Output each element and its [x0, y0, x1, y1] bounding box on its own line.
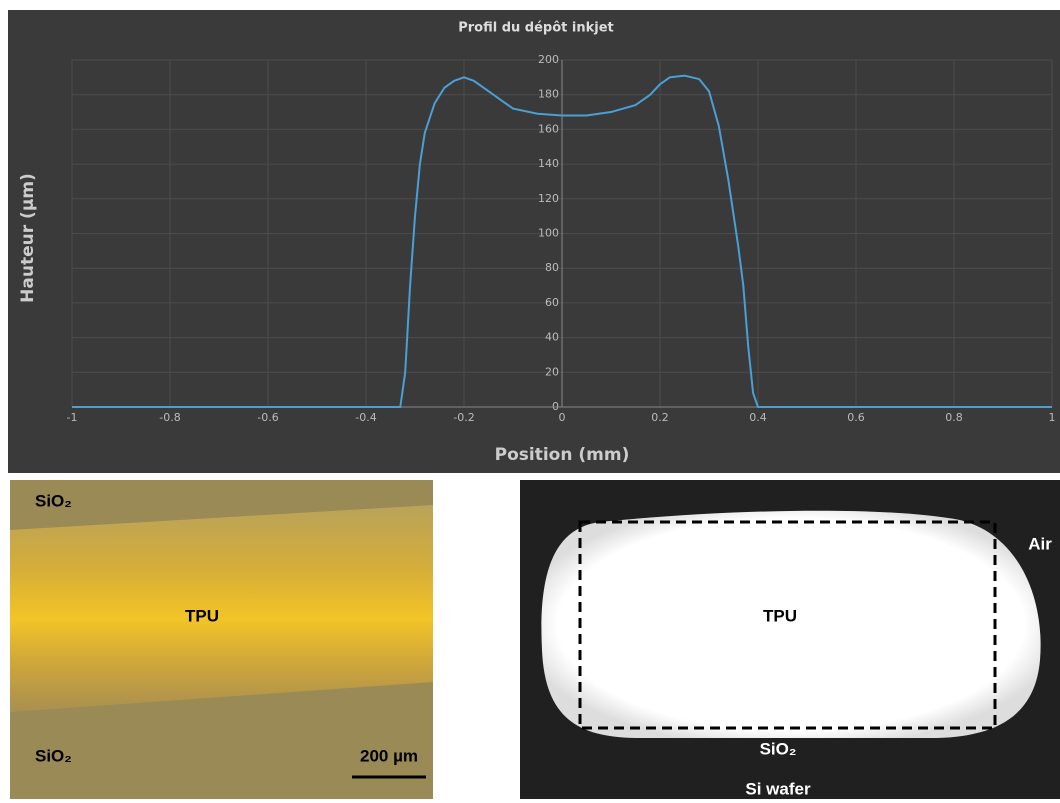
image-label: TPU [763, 606, 797, 625]
data-line [72, 74, 1052, 408]
x-tick-label: 0.4 [749, 411, 767, 424]
scale-bar-label: 200 µm [360, 746, 418, 765]
x-tick-label: -0.6 [257, 411, 278, 424]
y-tick-label: 140 [538, 157, 559, 170]
x-tick-label: -0.8 [159, 411, 180, 424]
chart-title: Profil du dépôt inkjet [458, 21, 614, 36]
dashed-box [578, 520, 997, 730]
x-tick-label: 0 [559, 411, 566, 424]
x-tick-label: 0.6 [847, 411, 865, 424]
y-axis-label: Hauteur (µm) [18, 173, 38, 303]
image-label: SiO₂ [35, 746, 72, 765]
y-tick-label: 60 [545, 296, 559, 309]
image-label: SiO₂ [35, 491, 72, 510]
y-tick-label: 180 [538, 88, 559, 101]
y-tick-label: 100 [538, 227, 559, 240]
y-tick-label: 80 [545, 261, 559, 274]
tpu-cross-section [541, 510, 1041, 738]
y-tick-label: 120 [538, 192, 559, 205]
x-tick-label: -1 [67, 411, 78, 424]
x-tick-label: -0.4 [355, 411, 376, 424]
x-tick-label: 0.8 [945, 411, 963, 424]
image-label: SiO₂ [760, 739, 797, 758]
chart-panel [8, 10, 1060, 473]
y-tick-label: 20 [545, 365, 559, 378]
x-tick-label: 1 [1049, 411, 1056, 424]
image-label: TPU [185, 606, 219, 625]
x-tick-label: 0.2 [651, 411, 669, 424]
y-tick-label: 200 [538, 53, 559, 66]
x-tick-label: -0.2 [453, 411, 474, 424]
image-label: Air [1028, 534, 1052, 553]
y-tick-label: 160 [538, 122, 559, 135]
tpu-band [10, 505, 433, 712]
x-axis-label: Position (mm) [495, 445, 630, 465]
image-label: Si wafer [745, 779, 811, 798]
y-tick-label: 40 [545, 331, 559, 344]
